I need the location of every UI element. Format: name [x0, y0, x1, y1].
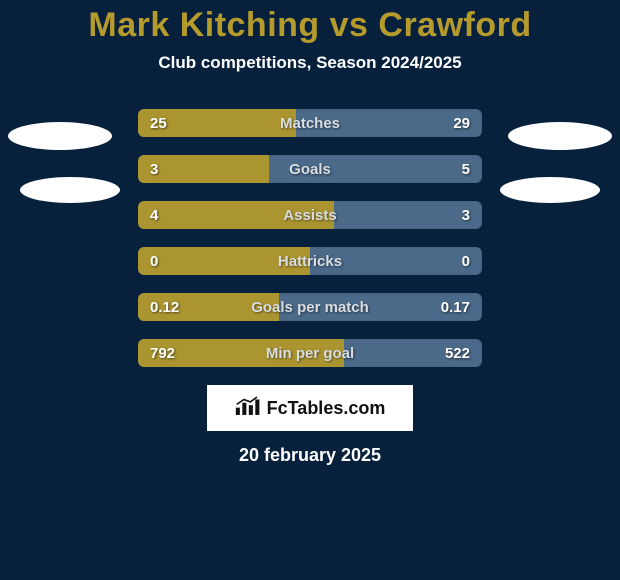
player-right-photo-placeholder-top — [508, 122, 612, 150]
stat-label: Min per goal — [138, 339, 482, 367]
stat-rows: 25 Matches 29 3 Goals 5 4 Assists 3 0 Ha… — [138, 109, 482, 367]
page-title: Mark Kitching vs Crawford — [0, 6, 620, 45]
subtitle: Club competitions, Season 2024/2025 — [0, 53, 620, 73]
stat-label: Goals per match — [138, 293, 482, 321]
stat-row-hattricks: 0 Hattricks 0 — [138, 247, 482, 275]
comparison-card: Mark Kitching vs Crawford Club competiti… — [0, 0, 620, 580]
stat-label: Matches — [138, 109, 482, 137]
brand-text: FcTables.com — [267, 398, 386, 419]
stat-value-right: 5 — [462, 155, 470, 183]
stat-value-right: 0.17 — [441, 293, 470, 321]
stat-row-goals-per-match: 0.12 Goals per match 0.17 — [138, 293, 482, 321]
date-text: 20 february 2025 — [0, 445, 620, 466]
stat-value-right: 29 — [453, 109, 470, 137]
stat-row-assists: 4 Assists 3 — [138, 201, 482, 229]
stat-label: Assists — [138, 201, 482, 229]
stat-value-right: 3 — [462, 201, 470, 229]
stat-row-matches: 25 Matches 29 — [138, 109, 482, 137]
player-left-photo-placeholder-top — [8, 122, 112, 150]
stat-row-goals: 3 Goals 5 — [138, 155, 482, 183]
stat-value-right: 522 — [445, 339, 470, 367]
stat-label: Hattricks — [138, 247, 482, 275]
stat-row-min-per-goal: 792 Min per goal 522 — [138, 339, 482, 367]
stat-label: Goals — [138, 155, 482, 183]
player-right-photo-placeholder-bottom — [500, 177, 600, 203]
brand-chart-icon — [235, 396, 261, 421]
player-left-photo-placeholder-bottom — [20, 177, 120, 203]
stat-value-right: 0 — [462, 247, 470, 275]
brand-badge: FcTables.com — [207, 385, 413, 431]
